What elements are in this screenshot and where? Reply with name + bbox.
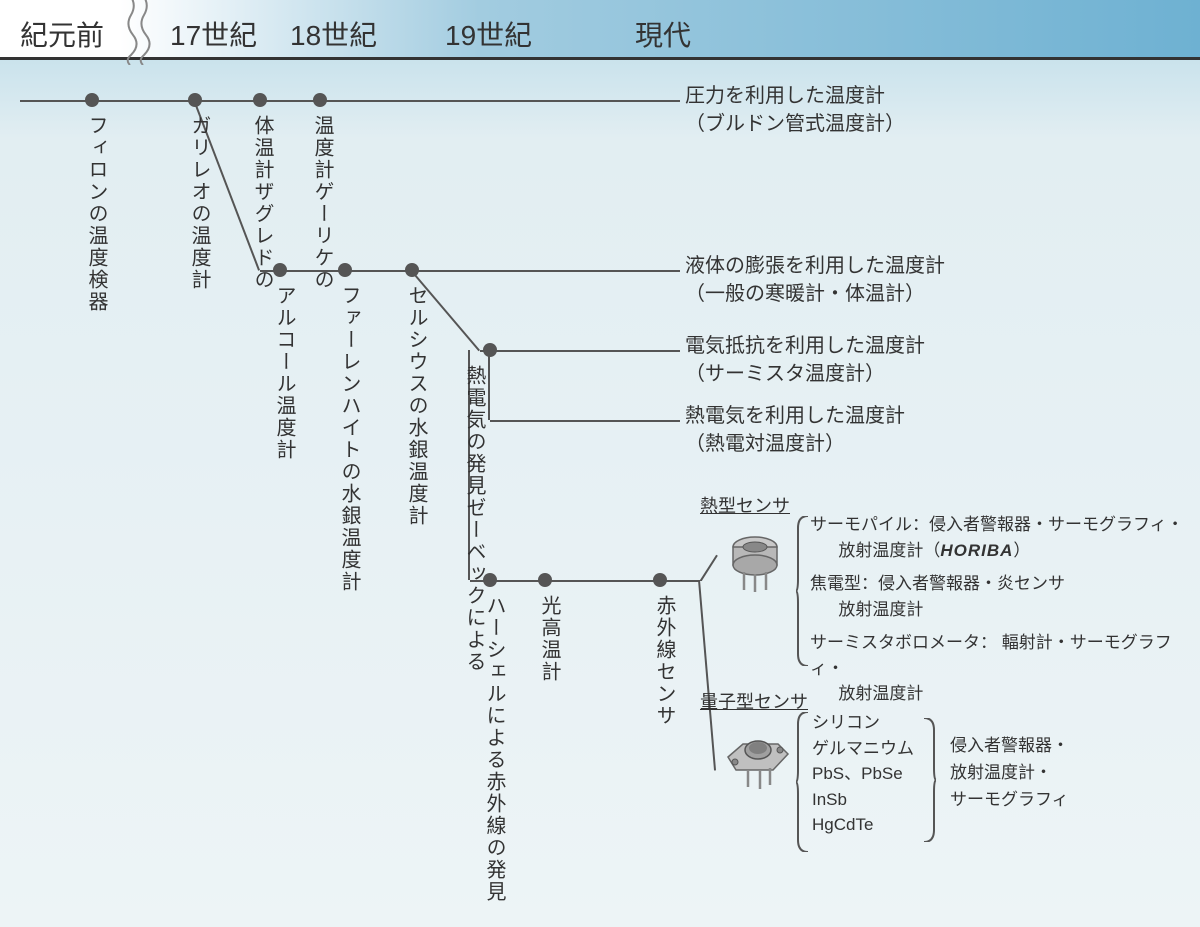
quantum-material-list: シリコンゲルマニウムPbS、PbSeInSbHgCdTe	[812, 710, 914, 838]
quantum-material-item: ゲルマニウム	[812, 736, 914, 762]
tear-mark-icon	[125, 0, 155, 65]
thermal-bracket	[796, 516, 810, 671]
category-label: 圧力を利用した温度計（ブルドン管式温度計）	[685, 82, 905, 138]
quantum-material-item: InSb	[812, 787, 914, 813]
timeline-item-label: アルコール温度計	[270, 285, 299, 461]
timeline-item-label: 体温計ザグレドの	[248, 115, 277, 291]
timeline-item-label: ハーシェルによる赤外線の発見	[480, 595, 509, 903]
thermal-sensor-item: サーモパイル：侵入者警報器・サーモグラフィ・ 放射温度計（HORIBA）	[810, 512, 1200, 563]
timeline-item-label: ガリレオの温度計	[185, 115, 214, 291]
quantum-bracket	[796, 712, 810, 857]
timeline-connector	[700, 555, 718, 581]
category-label: 電気抵抗を利用した温度計（サーミスタ温度計）	[685, 332, 925, 388]
timeline-dot	[338, 263, 352, 277]
timeline-dot	[653, 573, 667, 587]
thermal-sensor-icon	[720, 522, 790, 592]
era-label: 19世紀	[445, 14, 532, 54]
connector-line	[700, 580, 702, 581]
quantum-material-item: HgCdTe	[812, 812, 914, 838]
timeline-item-label: ファーレンハイトの水銀温度計	[335, 285, 364, 593]
category-label: 液体の膨張を利用した温度計（一般の寒暖計・体温計）	[685, 252, 945, 308]
timeline-item-label: フィロンの温度検器	[82, 115, 111, 313]
quantum-material-item: PbS、PbSe	[812, 761, 914, 787]
timeline-item-label: セルシウスの水銀温度計	[402, 285, 431, 527]
quantum-material-item: シリコン	[812, 710, 914, 736]
quantum-sensor-icon	[718, 732, 793, 792]
timeline-segment	[20, 100, 680, 102]
timeline-item-label: 光高温計	[535, 595, 564, 683]
timeline-connector	[698, 580, 716, 770]
era-label: 18世紀	[290, 14, 377, 54]
timeline-dot	[253, 93, 267, 107]
timeline-item-label: 赤外線センサ	[650, 595, 679, 727]
quantum-applications: 侵入者警報器・ 放射温度計・ サーモグラフィ	[950, 732, 1069, 814]
thermal-sensor-item: サーミスタボロメータ： 輻射計・サーモグラフィ・ 放射温度計	[810, 630, 1200, 707]
timeline-segment	[480, 350, 680, 352]
timeline-dot	[188, 93, 202, 107]
timeline-dot	[313, 93, 327, 107]
timeline-dot	[538, 573, 552, 587]
timeline-dot	[483, 343, 497, 357]
quantum-sensor-title: 量子型センサ	[700, 688, 808, 714]
quantum-app-bracket	[924, 718, 938, 847]
era-label: 17世紀	[170, 14, 257, 54]
era-label: 現代	[635, 14, 691, 54]
thermal-sensor-list: サーモパイル：侵入者警報器・サーモグラフィ・ 放射温度計（HORIBA） 焦電型：…	[810, 512, 1200, 715]
era-label: 紀元前	[20, 14, 104, 54]
timeline-dot	[405, 263, 419, 277]
timeline-item-label: 温度計ゲーリケの	[308, 115, 337, 291]
thermal-sensor-title: 熱型センサ	[700, 492, 790, 518]
timeline-segment	[490, 420, 680, 422]
timeline-dot	[85, 93, 99, 107]
thermal-sensor-item: 焦電型：侵入者警報器・炎センサ 放射温度計	[810, 571, 1200, 622]
category-label: 熱電気を利用した温度計（熱電対温度計）	[685, 402, 905, 458]
